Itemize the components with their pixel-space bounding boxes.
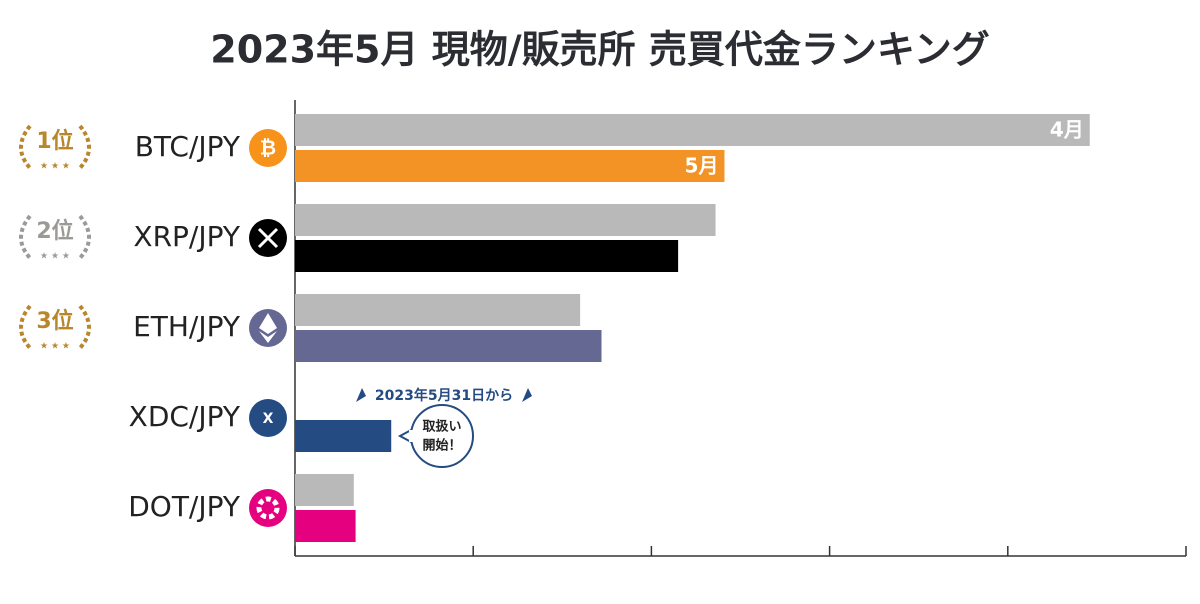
y-tick-label: XRP/JPY (133, 220, 240, 253)
rank-label: 1位 (36, 128, 73, 154)
series-label: 4月 (1050, 118, 1084, 142)
y-tick-label: ETH/JPY (133, 310, 241, 343)
y-tick-label: BTC/JPY (135, 130, 241, 163)
series-label: 5月 (685, 154, 719, 178)
laurel (19, 304, 91, 350)
annotation-banner: 2023年5月31日から (375, 387, 513, 404)
bar (295, 510, 356, 542)
rank-label: 3位 (36, 308, 73, 334)
laurel (19, 124, 91, 170)
y-tick-label: DOT/JPY (128, 490, 241, 523)
bar (295, 204, 716, 236)
bar (295, 240, 679, 272)
annotation: 2023年5月31日から 取扱い 開始！ (356, 387, 532, 468)
bar (295, 330, 602, 362)
rank-stars: ★ ★ ★ (40, 342, 70, 352)
bar (295, 420, 392, 452)
bar (295, 150, 725, 182)
chart-title: 2023年5月 現物/販売所 売買代金ランキング (210, 28, 989, 72)
annotation-callout: 開始！ (422, 438, 461, 454)
coin-icons: ₿ X (249, 129, 287, 527)
svg-text:X: X (263, 411, 274, 427)
rank-stars: ★ ★ ★ (40, 162, 70, 172)
rank-label: 2位 (36, 218, 73, 244)
bar (295, 474, 354, 506)
bar (295, 114, 1090, 146)
rank-stars: ★ ★ ★ (40, 252, 70, 262)
svg-text:₿: ₿ (260, 136, 276, 160)
annotation-callout: 取扱い (422, 419, 461, 435)
laurel (19, 214, 91, 260)
y-tick-label: XDC/JPY (129, 400, 241, 433)
bar (295, 294, 581, 326)
